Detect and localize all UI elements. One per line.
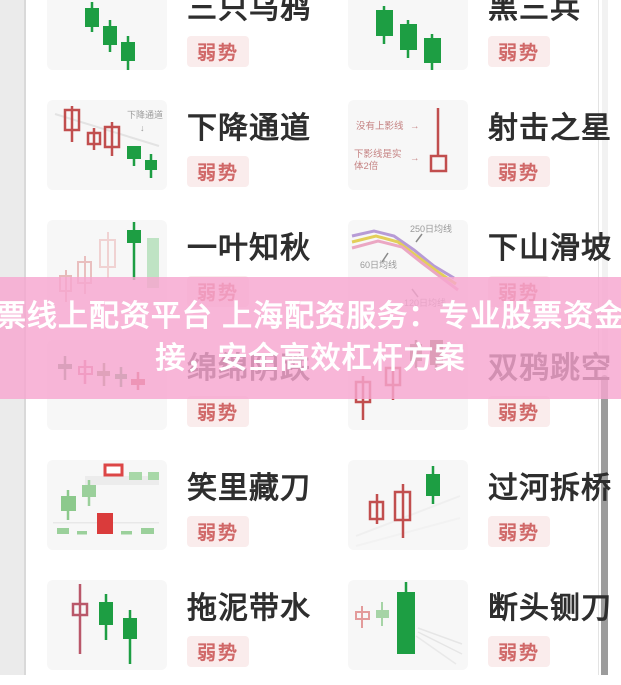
three-crows-chart-icon bbox=[85, 2, 135, 70]
pattern-card-cross-river-demolish-bridge[interactable]: 过河拆桥 弱势 bbox=[320, 445, 611, 565]
status-badge: 弱势 bbox=[187, 156, 250, 187]
status-badge: 弱势 bbox=[187, 636, 250, 667]
ma250-label: 250日均线 bbox=[410, 223, 452, 234]
pattern-row-6: 拖泥带水 弱势 断头铡刀 弱势 bbox=[0, 565, 621, 685]
status-badge: 弱势 bbox=[488, 36, 551, 67]
pattern-card-guillotine[interactable]: 断头铡刀 弱势 bbox=[320, 565, 611, 685]
down-arrow-icon: ↓ bbox=[140, 123, 145, 133]
pattern-title: 断头铡刀 bbox=[488, 592, 612, 625]
ma60-label: 60日均线 bbox=[360, 259, 397, 270]
pattern-card-descending-channel[interactable]: 下降通道 ↓ 下降通道 弱势 bbox=[0, 85, 320, 205]
channel-annotation: 下降通道 bbox=[127, 109, 163, 120]
pattern-row-5: 笑里藏刀 弱势 过河拆桥 弱势 bbox=[0, 445, 621, 565]
status-badge: 弱势 bbox=[187, 516, 250, 547]
pattern-title: 黑三兵 bbox=[488, 0, 581, 25]
pattern-title: 一叶知秋 bbox=[187, 232, 311, 265]
promo-overlay-banner: 股票线上配资平台 上海配资服务：专业股票资金对 接，安全高效杠杆方案 bbox=[0, 277, 621, 399]
lower-shadow-annotation-line2: 体2倍 bbox=[354, 160, 379, 172]
pattern-thumb-knife-in-smile bbox=[47, 460, 167, 550]
scrollbar-thumb[interactable] bbox=[601, 375, 608, 675]
black-three-soldiers-chart-icon bbox=[376, 6, 441, 70]
pattern-thumb-three-crows bbox=[47, 0, 167, 70]
guillotine-chart-icon bbox=[355, 582, 463, 665]
promo-text-line2: 接，安全高效杠杆方案 bbox=[155, 342, 466, 375]
status-badge: 弱势 bbox=[488, 516, 551, 547]
status-badge: 弱势 bbox=[488, 156, 551, 187]
pattern-thumb-cross-river-demolish-bridge bbox=[348, 460, 468, 550]
shooting-star-chart-icon: 没有上影线 → 下影线是实 体2倍 → bbox=[354, 108, 448, 173]
status-badge: 弱势 bbox=[187, 396, 250, 427]
lower-shadow-annotation-line1: 下影线是实 bbox=[354, 148, 402, 160]
pattern-card-muddy-water[interactable]: 拖泥带水 弱势 bbox=[0, 565, 320, 685]
pattern-thumb-black-three-soldiers bbox=[348, 0, 468, 70]
pattern-thumb-muddy-water bbox=[47, 580, 167, 670]
pattern-title: 下山滑坡 bbox=[488, 232, 612, 265]
pattern-title: 三只乌鸦 bbox=[187, 0, 311, 25]
status-badge: 弱势 bbox=[187, 36, 250, 67]
status-badge: 弱势 bbox=[488, 636, 551, 667]
upper-shadow-annotation: 没有上影线 bbox=[356, 120, 404, 132]
knife-in-smile-chart-icon bbox=[53, 463, 159, 535]
pattern-thumb-descending-channel: 下降通道 ↓ bbox=[47, 100, 167, 190]
cross-river-chart-icon bbox=[355, 466, 461, 547]
muddy-water-chart-icon bbox=[71, 584, 137, 664]
pattern-title: 下降通道 bbox=[187, 112, 311, 145]
descending-channel-chart-icon: 下降通道 ↓ bbox=[54, 106, 163, 178]
pattern-title: 射击之星 bbox=[488, 112, 612, 145]
pattern-title: 过河拆桥 bbox=[488, 472, 612, 505]
right-arrow-icon: → bbox=[410, 121, 420, 132]
pattern-card-knife-in-smile[interactable]: 笑里藏刀 弱势 bbox=[0, 445, 320, 565]
pattern-card-shooting-star[interactable]: 没有上影线 → 下影线是实 体2倍 → 射击之星 弱势 bbox=[320, 85, 611, 205]
pattern-title: 笑里藏刀 bbox=[187, 472, 311, 505]
pattern-title: 拖泥带水 bbox=[187, 592, 311, 625]
right-arrow-icon: → bbox=[410, 153, 420, 164]
pattern-row-1: 三只乌鸦 弱势 黑三兵 弱势 bbox=[0, 0, 621, 85]
pattern-row-2: 下降通道 ↓ 下降通道 弱势 没有上影线 → 下影线是实 体2倍 → bbox=[0, 85, 621, 205]
pattern-card-three-crows[interactable]: 三只乌鸦 弱势 bbox=[0, 0, 320, 85]
status-badge: 弱势 bbox=[488, 396, 551, 427]
promo-text-line1: 股票线上配资平台 上海配资服务：专业股票资金对 bbox=[0, 300, 621, 333]
pattern-thumb-guillotine bbox=[348, 580, 468, 670]
pattern-card-black-three-soldiers[interactable]: 黑三兵 弱势 bbox=[320, 0, 601, 85]
pattern-thumb-shooting-star: 没有上影线 → 下影线是实 体2倍 → bbox=[348, 100, 468, 190]
